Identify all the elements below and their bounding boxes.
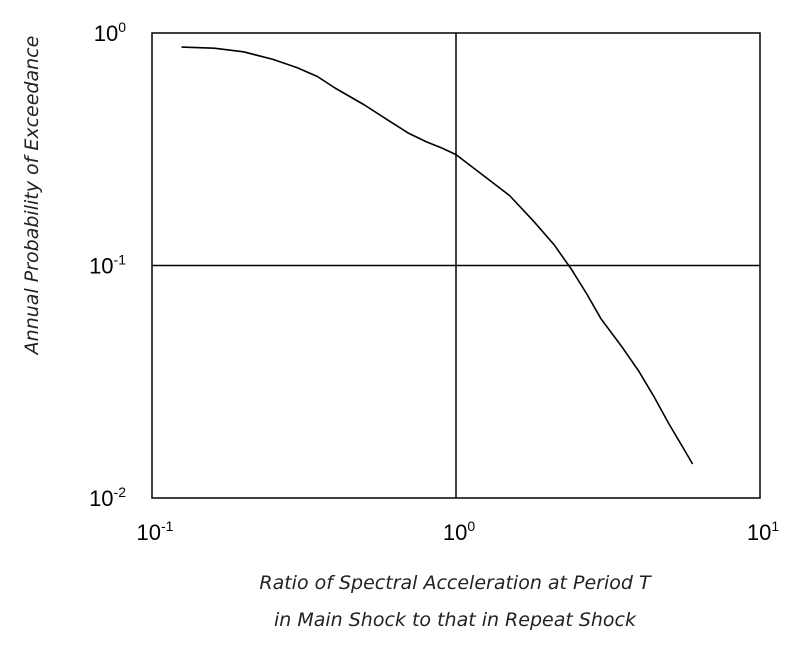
series-line (181, 46, 694, 465)
grid-lines (152, 33, 760, 498)
x-axis-label-line-2: in Main Shock to that in Repeat Shock (274, 609, 637, 631)
x-tick-label: 10-1 (137, 518, 174, 545)
y-axis-label: Annual Probability of Exceedance (21, 36, 43, 357)
y-tick-label: 10-1 (89, 252, 126, 279)
y-tick-label: 100 (94, 19, 126, 46)
tick-labels: 10-1 100 101 10-2 10-1 100 (89, 19, 779, 545)
x-tick-label: 101 (747, 518, 779, 545)
series-layer (181, 46, 694, 465)
x-tick-label: 100 (443, 518, 475, 545)
x-axis-label-line-1: Ratio of Spectral Acceleration at Period… (259, 572, 652, 594)
y-tick-label: 10-2 (89, 484, 126, 511)
plot-frame (151, 32, 761, 499)
